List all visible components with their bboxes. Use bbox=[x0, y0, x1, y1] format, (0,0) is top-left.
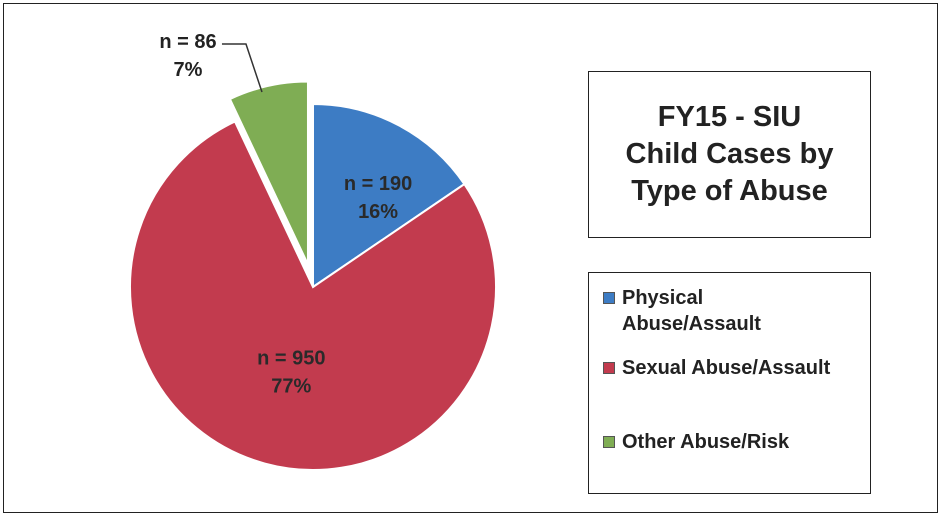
leader-line-other bbox=[221, 43, 263, 93]
legend-item-sexual: Sexual Abuse/Assault bbox=[603, 355, 872, 381]
slice-count-label-physical: n = 190 bbox=[344, 173, 412, 195]
slice-percent-label-physical: 16% bbox=[358, 201, 398, 223]
legend-label-sexual: Sexual Abuse/Assault bbox=[622, 357, 831, 379]
slice-percent-label-sexual: 77% bbox=[271, 375, 311, 397]
legend: Physical Abuse/Assault Sexual Abuse/Assa… bbox=[588, 272, 871, 494]
legend-swatch-physical bbox=[603, 292, 615, 304]
pie-slice-sexual bbox=[129, 120, 497, 471]
pie-slice-other bbox=[228, 80, 309, 265]
legend-label-physical: Physical Abuse/Assault bbox=[622, 287, 761, 335]
slice-count-label-sexual: n = 950 bbox=[257, 347, 325, 369]
slice-count-label-other: n = 86 bbox=[159, 31, 216, 53]
pie-slice-physical bbox=[312, 102, 466, 289]
chart-title: FY15 - SIU Child Cases by Type of Abuse bbox=[625, 101, 834, 207]
legend-item-physical: Physical Abuse/Assault bbox=[603, 285, 872, 337]
slice-percent-label-other: 7% bbox=[174, 59, 203, 81]
chart-title-box: FY15 - SIU Child Cases by Type of Abuse bbox=[588, 71, 871, 238]
legend-swatch-sexual bbox=[603, 362, 615, 374]
legend-label-other: Other Abuse/Risk bbox=[622, 431, 790, 453]
legend-swatch-other bbox=[603, 436, 615, 448]
legend-item-other: Other Abuse/Risk bbox=[603, 429, 872, 455]
